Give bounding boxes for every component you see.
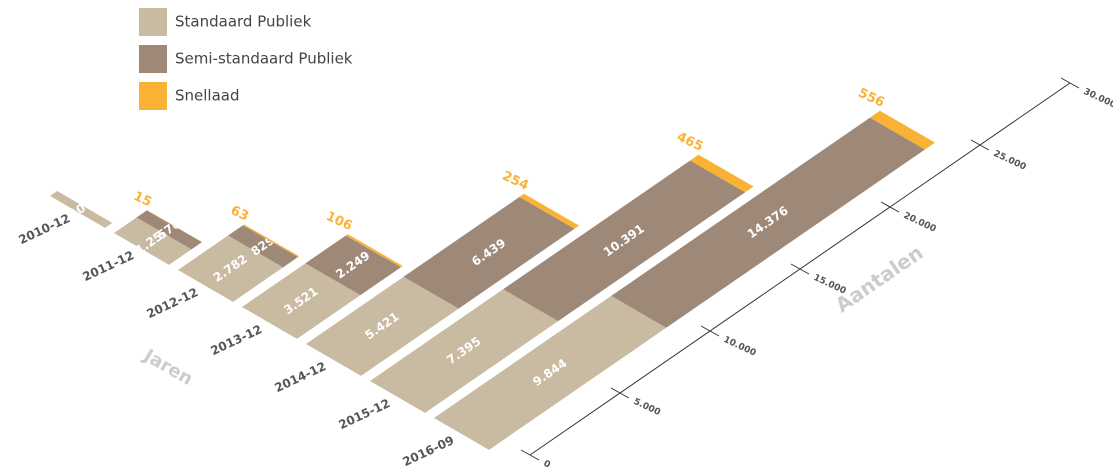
tick-mark xyxy=(1060,77,1080,89)
bar-segment xyxy=(242,224,300,258)
tick-mark xyxy=(520,449,540,461)
bar-segment xyxy=(178,235,284,302)
value-label: 15 xyxy=(131,189,154,210)
bar-segment xyxy=(403,196,575,309)
tick-mark xyxy=(790,263,810,275)
tick-label: 0 xyxy=(542,459,552,469)
bar-segment xyxy=(503,160,746,322)
value-label: 254 xyxy=(500,169,531,194)
bar-segment xyxy=(228,225,299,268)
category-label: 2015-12 xyxy=(336,396,392,432)
value-label: 106 xyxy=(324,209,355,234)
legend-label: Snellaad xyxy=(175,87,240,105)
tick-mark xyxy=(880,201,900,213)
tick-label: 30.000 xyxy=(1082,87,1113,111)
category-label: 2010-12 xyxy=(16,211,72,247)
bar-segment xyxy=(146,210,203,243)
tick-label: 10.000 xyxy=(722,335,758,359)
bar-segment xyxy=(611,117,925,328)
bar-segment xyxy=(242,263,361,339)
bar-segment xyxy=(345,234,403,268)
bar-segment xyxy=(114,217,192,265)
legend-label: Semi-standaard Publiek xyxy=(175,50,353,68)
axis-title: Aantalen xyxy=(831,240,928,317)
bar-segment xyxy=(370,289,559,413)
legend-swatch xyxy=(139,8,167,36)
tick-label: 20.000 xyxy=(902,211,938,235)
category-label: 2013-12 xyxy=(208,322,264,358)
category-label: 2011-12 xyxy=(80,248,136,284)
legend-swatch xyxy=(139,45,167,73)
bar-segment xyxy=(690,154,754,193)
tick-label: 5.000 xyxy=(632,397,662,418)
value-label: 465 xyxy=(674,130,705,155)
bar-segment xyxy=(136,210,202,250)
value-label: 556 xyxy=(856,86,887,111)
value-label: 63 xyxy=(228,203,251,224)
tick-mark xyxy=(700,325,720,337)
bar-segment xyxy=(519,193,580,229)
bar-segment xyxy=(434,295,667,450)
bar-segment xyxy=(869,110,936,150)
axis-title: Jaren xyxy=(138,344,196,390)
bar-segment xyxy=(306,276,459,376)
legend-swatch xyxy=(139,82,167,110)
legend-label: Standaard Publiek xyxy=(175,13,312,31)
category-label: 2012-12 xyxy=(144,285,200,321)
category-label: 2016-09 xyxy=(400,433,456,469)
tick-mark xyxy=(610,387,630,399)
category-label: 2014-12 xyxy=(272,359,328,395)
tick-mark xyxy=(970,139,990,151)
tick-label: 25.000 xyxy=(992,149,1028,173)
bar-segment xyxy=(50,191,113,228)
bar-segment xyxy=(305,235,401,296)
